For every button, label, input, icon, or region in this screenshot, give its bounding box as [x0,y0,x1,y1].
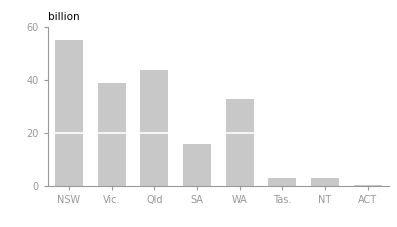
Text: billion: billion [48,12,79,22]
Bar [311,178,339,186]
Bar [226,133,254,186]
Bar [354,185,382,186]
Bar [55,40,83,133]
Bar [141,133,168,186]
Bar [268,178,296,186]
Bar [98,133,125,186]
Bar [98,83,125,133]
Bar [226,99,254,133]
Bar [183,144,211,186]
Bar [141,70,168,133]
Bar [55,133,83,186]
